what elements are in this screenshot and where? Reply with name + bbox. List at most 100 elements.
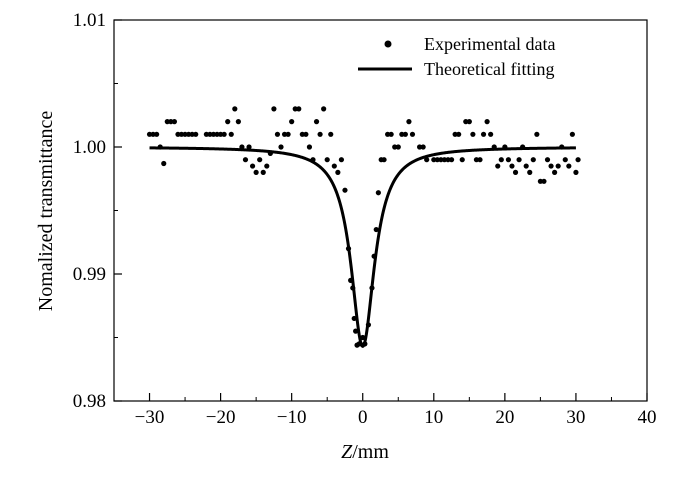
data-point	[502, 144, 508, 150]
legend-label-fitting: Theoretical fitting	[424, 59, 554, 79]
data-point	[381, 157, 387, 163]
data-point	[562, 157, 568, 163]
data-point	[365, 322, 372, 328]
data-point	[362, 341, 368, 347]
data-point	[232, 106, 238, 112]
data-point	[246, 144, 252, 150]
data-point	[534, 131, 540, 137]
data-point	[420, 144, 426, 150]
x-axis-label-variable: Z	[341, 441, 353, 463]
data-point	[306, 144, 313, 150]
data-point	[466, 119, 472, 125]
data-point	[530, 157, 536, 163]
data-point	[552, 169, 558, 175]
data-point	[509, 163, 515, 169]
data-point	[516, 157, 522, 163]
data-points-layer	[146, 106, 581, 348]
data-point	[342, 187, 348, 193]
x-tick-label: −10	[277, 407, 307, 428]
data-point	[285, 131, 291, 137]
data-point	[434, 157, 440, 163]
data-point	[459, 157, 465, 163]
data-point	[369, 285, 375, 291]
x-tick-label: 40	[638, 407, 657, 428]
data-point	[406, 119, 412, 125]
data-point	[353, 328, 359, 334]
y-tick-label: 1.01	[73, 10, 106, 31]
data-point	[278, 144, 284, 150]
data-point	[260, 169, 266, 175]
x-tick-label: 0	[358, 407, 368, 428]
data-point	[424, 157, 430, 163]
data-point	[544, 157, 551, 163]
data-point	[317, 131, 323, 137]
data-point	[488, 131, 494, 137]
data-point	[239, 144, 245, 150]
data-point	[168, 119, 174, 125]
data-point	[495, 163, 501, 169]
legend: Experimental data Theoretical fitting	[358, 34, 555, 79]
data-point	[356, 341, 362, 347]
data-point	[371, 253, 377, 259]
data-point	[470, 131, 476, 137]
data-point	[154, 131, 160, 137]
data-point	[569, 131, 575, 137]
data-point	[228, 131, 234, 137]
data-point	[520, 144, 526, 150]
data-point	[303, 131, 309, 137]
data-point	[146, 131, 153, 137]
x-tick-label: 10	[424, 407, 443, 428]
data-point	[480, 131, 487, 137]
data-point	[157, 144, 163, 150]
data-point	[348, 277, 354, 283]
data-point	[491, 144, 497, 150]
data-point	[477, 157, 483, 163]
data-point	[296, 106, 302, 112]
data-point	[274, 131, 281, 137]
data-point	[548, 163, 554, 169]
data-point	[375, 190, 381, 196]
x-tick-label: 30	[566, 407, 585, 428]
plot-frame	[113, 19, 648, 402]
data-point	[445, 157, 451, 163]
data-point	[310, 157, 316, 163]
data-point	[402, 131, 408, 137]
data-point	[566, 163, 572, 169]
data-point	[178, 131, 185, 137]
data-point	[331, 163, 337, 169]
data-point	[253, 169, 259, 175]
y-axis-label: Nomalized transmittance	[35, 111, 57, 312]
data-point	[345, 246, 352, 252]
data-point	[221, 131, 227, 137]
data-point	[335, 169, 341, 175]
data-point	[573, 169, 579, 175]
data-point	[171, 119, 178, 125]
x-axis-label: Z/mm	[341, 441, 389, 463]
data-point	[512, 169, 519, 175]
data-point	[395, 144, 401, 150]
data-point	[249, 163, 256, 169]
fit-curve-layer	[148, 146, 577, 348]
data-point	[161, 160, 167, 167]
data-point	[505, 157, 512, 163]
x-tick-label: 20	[495, 407, 514, 428]
data-point	[541, 178, 547, 184]
axes-layer: −30 −20 −10 0 10 20 30 40 0.98 0.99 1.00 1.01	[73, 10, 657, 428]
data-point	[351, 315, 357, 322]
data-point	[523, 163, 529, 169]
data-point	[289, 119, 295, 125]
data-point	[388, 131, 394, 137]
data-point	[225, 119, 231, 125]
data-point	[350, 285, 356, 291]
data-point	[373, 226, 379, 233]
data-point	[559, 144, 565, 150]
data-point	[235, 119, 241, 125]
data-point	[193, 131, 199, 137]
data-point	[242, 157, 249, 163]
data-point	[338, 157, 345, 163]
data-point	[264, 163, 270, 169]
data-point	[324, 157, 330, 163]
data-point	[328, 131, 334, 137]
data-point	[267, 150, 273, 156]
data-point	[313, 119, 320, 125]
